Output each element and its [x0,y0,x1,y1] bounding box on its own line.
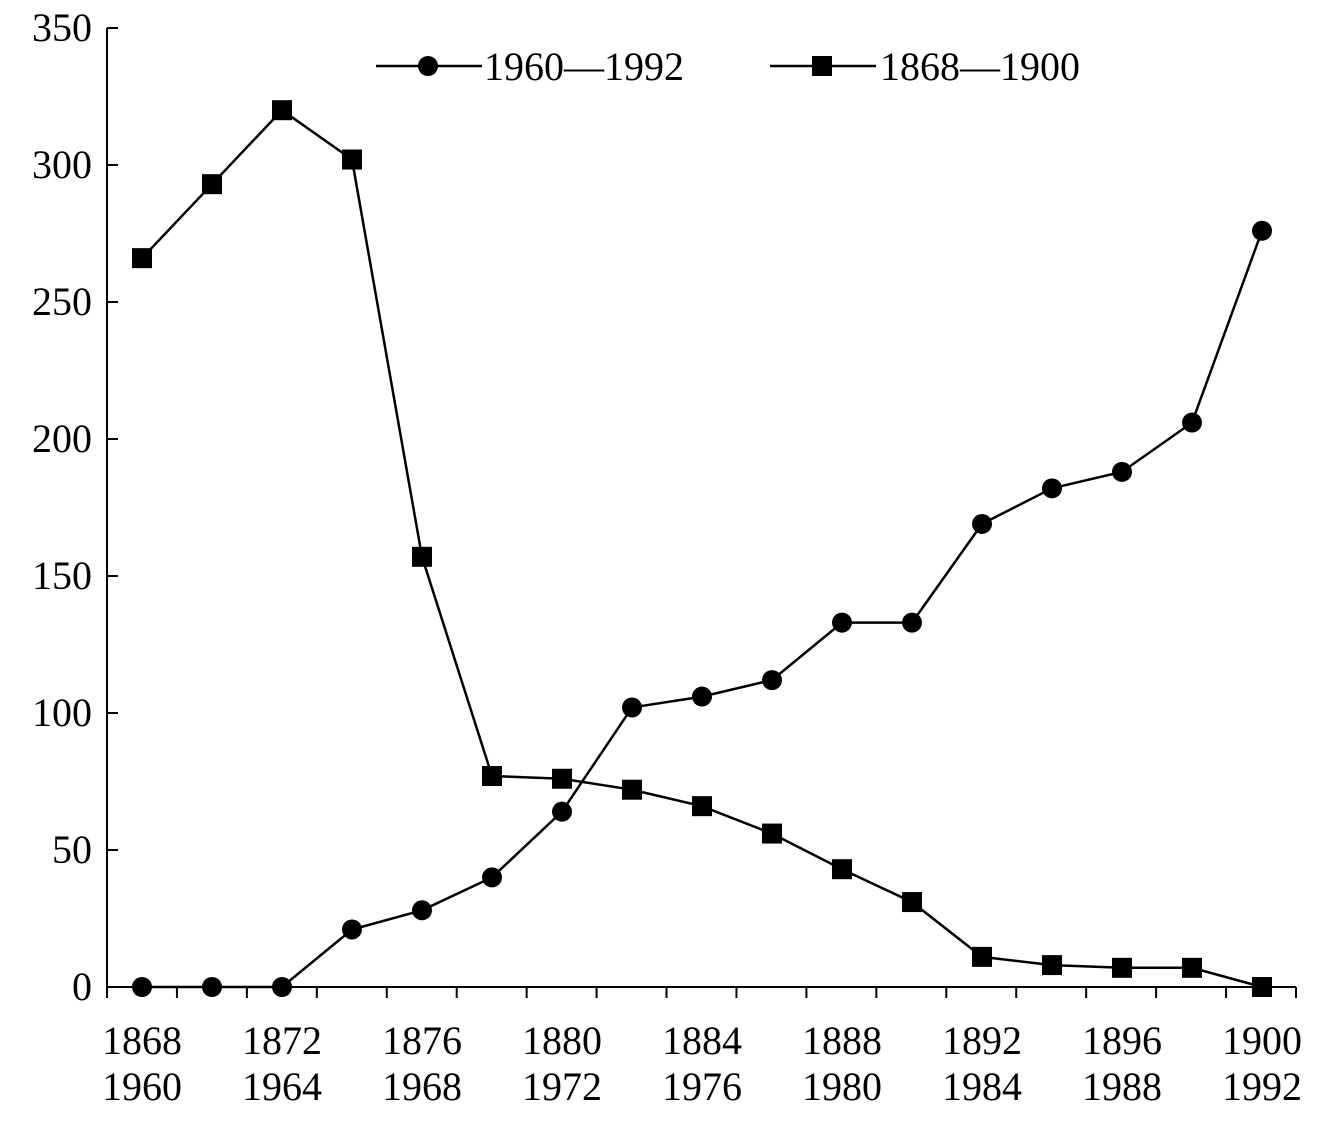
data-point-circle [1112,461,1132,482]
legend-label: 1960—1992 [484,44,684,89]
series-layer [132,100,1272,997]
data-point-circle [272,977,292,997]
data-point-square [1112,957,1132,978]
x-tick-label-bottom: 1980 [802,1064,882,1109]
data-point-square [1252,977,1272,997]
data-point-circle [552,801,572,822]
data-point-circle [412,900,432,921]
data-point-circle [692,686,712,707]
data-point-square [762,823,782,844]
data-point-circle [1042,478,1062,499]
y-tick-label: 50 [52,827,92,872]
data-point-square [692,796,712,817]
y-tick-label: 0 [72,964,92,1009]
data-point-square [832,859,852,880]
data-point-square [1182,957,1202,978]
legend-item: 1960—1992 [376,44,684,89]
data-point-square [132,248,152,269]
data-point-square [552,768,572,789]
data-point-circle [132,977,152,997]
series-line [142,230,1264,989]
x-tick-label-top: 1884 [662,1018,742,1063]
data-point-circle [482,867,502,888]
data-point-square [482,766,502,787]
x-tick-label-bottom: 1988 [1082,1064,1162,1109]
y-tick-label: 200 [32,416,92,461]
data-point-square [972,946,992,967]
y-tick-label: 250 [32,279,92,324]
y-tick-label: 300 [32,142,92,187]
data-point-circle [902,612,922,633]
y-tick-label: 150 [32,553,92,598]
series-line [141,108,1263,989]
legend-marker-circle [418,56,438,76]
legend-label: 1868—1900 [880,44,1080,89]
x-tick-label-top: 1892 [942,1018,1022,1063]
data-point-circle [832,612,852,633]
x-tick-label-top: 1888 [802,1018,882,1063]
data-point-square [412,546,432,567]
x-tick-label-top: 1880 [522,1018,602,1063]
data-point-square [272,100,292,121]
x-tick-label-top: 1876 [382,1018,462,1063]
x-tick-label-bottom: 1968 [382,1064,462,1109]
data-point-circle [622,697,642,718]
data-point-circle [342,919,362,940]
data-point-circle [1252,220,1272,241]
legend-item: 1868—1900 [770,44,1080,89]
x-tick-label-bottom: 1984 [942,1064,1022,1109]
x-tick-label-bottom: 1976 [662,1064,742,1109]
data-point-square [342,149,362,170]
y-tick-label: 100 [32,690,92,735]
x-tick-label-bottom: 1972 [522,1064,602,1109]
x-tick-label-top: 1868 [102,1018,182,1063]
data-point-circle [202,977,222,997]
y-tick-label: 350 [32,5,92,50]
x-tick-label-bottom: 1960 [102,1064,182,1109]
x-tick-label-bottom: 1964 [242,1064,322,1109]
data-point-square [1042,955,1062,976]
x-tick-label-top: 1900 [1222,1018,1302,1063]
data-point-square [902,892,922,913]
data-point-square [622,779,642,800]
x-tick-label-top: 1896 [1082,1018,1162,1063]
data-point-circle [1182,412,1202,433]
series-square [132,100,1272,997]
series-circle [132,220,1272,997]
data-point-circle [972,513,992,534]
data-point-square [202,174,222,195]
legend-marker-square [812,56,832,76]
x-tick-label-top: 1872 [242,1018,322,1063]
x-tick-label-bottom: 1992 [1222,1064,1302,1109]
data-point-circle [762,670,782,691]
legend: 1960—1992 1868—1900 [376,44,1080,89]
